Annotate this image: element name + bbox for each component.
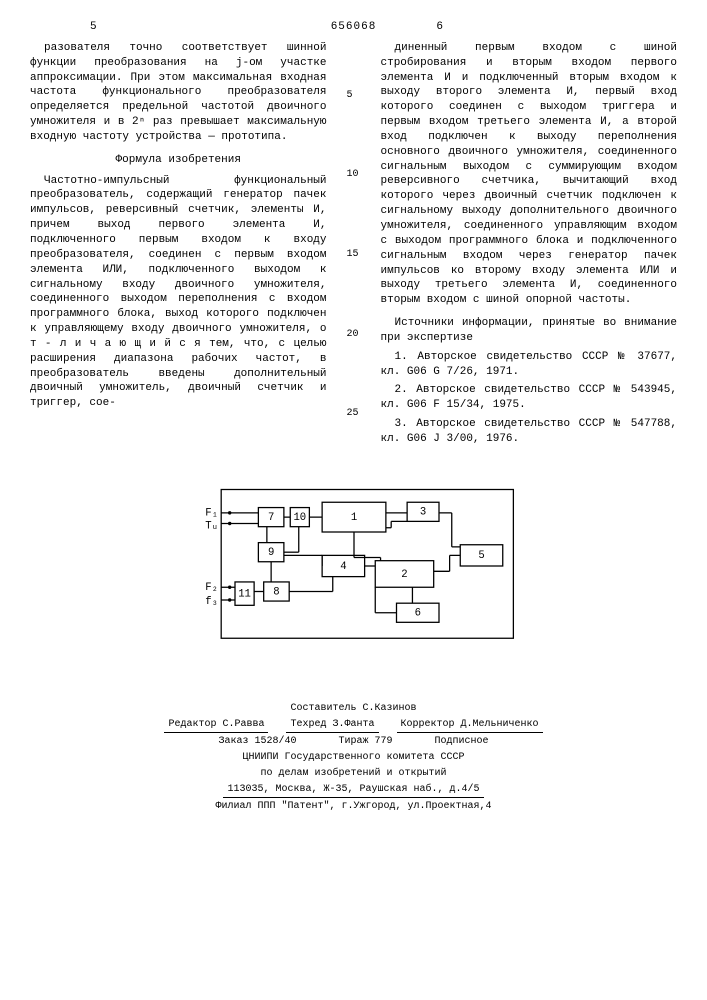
col-number-right: 6 — [376, 20, 677, 37]
svg-text:9: 9 — [267, 547, 273, 559]
footer-address: 113035, Москва, Ж-35, Раушская наб., д.4… — [223, 782, 483, 798]
line-marker: 10 — [347, 168, 361, 182]
line-marker: 25 — [347, 407, 361, 421]
patent-number: 656068 — [331, 20, 377, 35]
svg-text:10: 10 — [293, 512, 306, 524]
svg-text:5: 5 — [478, 550, 484, 562]
svg-text:7: 7 — [267, 512, 273, 524]
footer-org: ЦНИИПИ Государственного комитета СССР — [30, 750, 677, 765]
svg-text:1: 1 — [350, 512, 356, 524]
svg-text:f₃: f₃ — [205, 596, 218, 608]
svg-text:2: 2 — [401, 569, 407, 581]
footer-compiler: Составитель С.Казинов — [30, 701, 677, 716]
col-number-left: 5 — [30, 20, 331, 37]
ref-3: 3. Авторское свидетельство СССР № 547788… — [381, 417, 678, 447]
footer-tirazh: Тираж 779 — [338, 736, 392, 747]
footer-block: Составитель С.Казинов Редактор С.Равва Т… — [30, 701, 677, 814]
references-block: Источники информации, принятые во вниман… — [381, 316, 678, 447]
line-marker: 15 — [347, 248, 361, 262]
ref-2: 2. Авторское свидетельство СССР № 543945… — [381, 383, 678, 413]
line-marker: 5 — [347, 89, 361, 103]
footer-techred: Техред З.Фанта — [286, 717, 378, 733]
svg-text:F₁: F₁ — [205, 507, 218, 519]
svg-text:11: 11 — [238, 588, 251, 600]
footer-corrector: Корректор Д.Мельниченко — [397, 717, 543, 733]
refs-title: Источники информации, принятые во вниман… — [381, 316, 678, 346]
left-column: разователя точно соответствует шинной фу… — [30, 41, 327, 451]
right-column: диненный первым входом с шиной стробиров… — [381, 41, 678, 451]
svg-text:8: 8 — [273, 586, 279, 598]
svg-text:Tᵤ: Tᵤ — [205, 520, 218, 532]
svg-text:3: 3 — [419, 506, 425, 518]
ref-1: 1. Авторское свидетельство СССР № 37677,… — [381, 350, 678, 380]
footer-branch: Филиал ППП "Патент", г.Ужгород, ул.Проек… — [30, 799, 677, 814]
svg-text:4: 4 — [340, 561, 346, 573]
footer-editor: Редактор С.Равва — [164, 717, 268, 733]
left-para-2: Частотно-импульсный функциональный преоб… — [30, 174, 327, 412]
left-para-1: разователя точно соответствует шинной фу… — [30, 41, 327, 145]
svg-text:6: 6 — [414, 607, 420, 619]
line-marker: 20 — [347, 328, 361, 342]
footer-order: Заказ 1528/40 — [218, 736, 296, 747]
line-number-gutter: 5 10 15 20 25 — [347, 41, 361, 451]
svg-text:F₂: F₂ — [205, 582, 218, 594]
formula-title: Формула изобретения — [30, 153, 327, 168]
footer-org2: по делам изобретений и открытий — [30, 766, 677, 781]
two-column-text: разователя точно соответствует шинной фу… — [30, 41, 677, 451]
block-diagram: 7 10 9 1 3 4 2 5 6 11 8 F₁Tᵤ F₂ f₃ — [174, 481, 534, 651]
footer-podpis: Подписное — [435, 736, 489, 747]
right-para-1: диненный первым входом с шиной стробиров… — [381, 41, 678, 308]
